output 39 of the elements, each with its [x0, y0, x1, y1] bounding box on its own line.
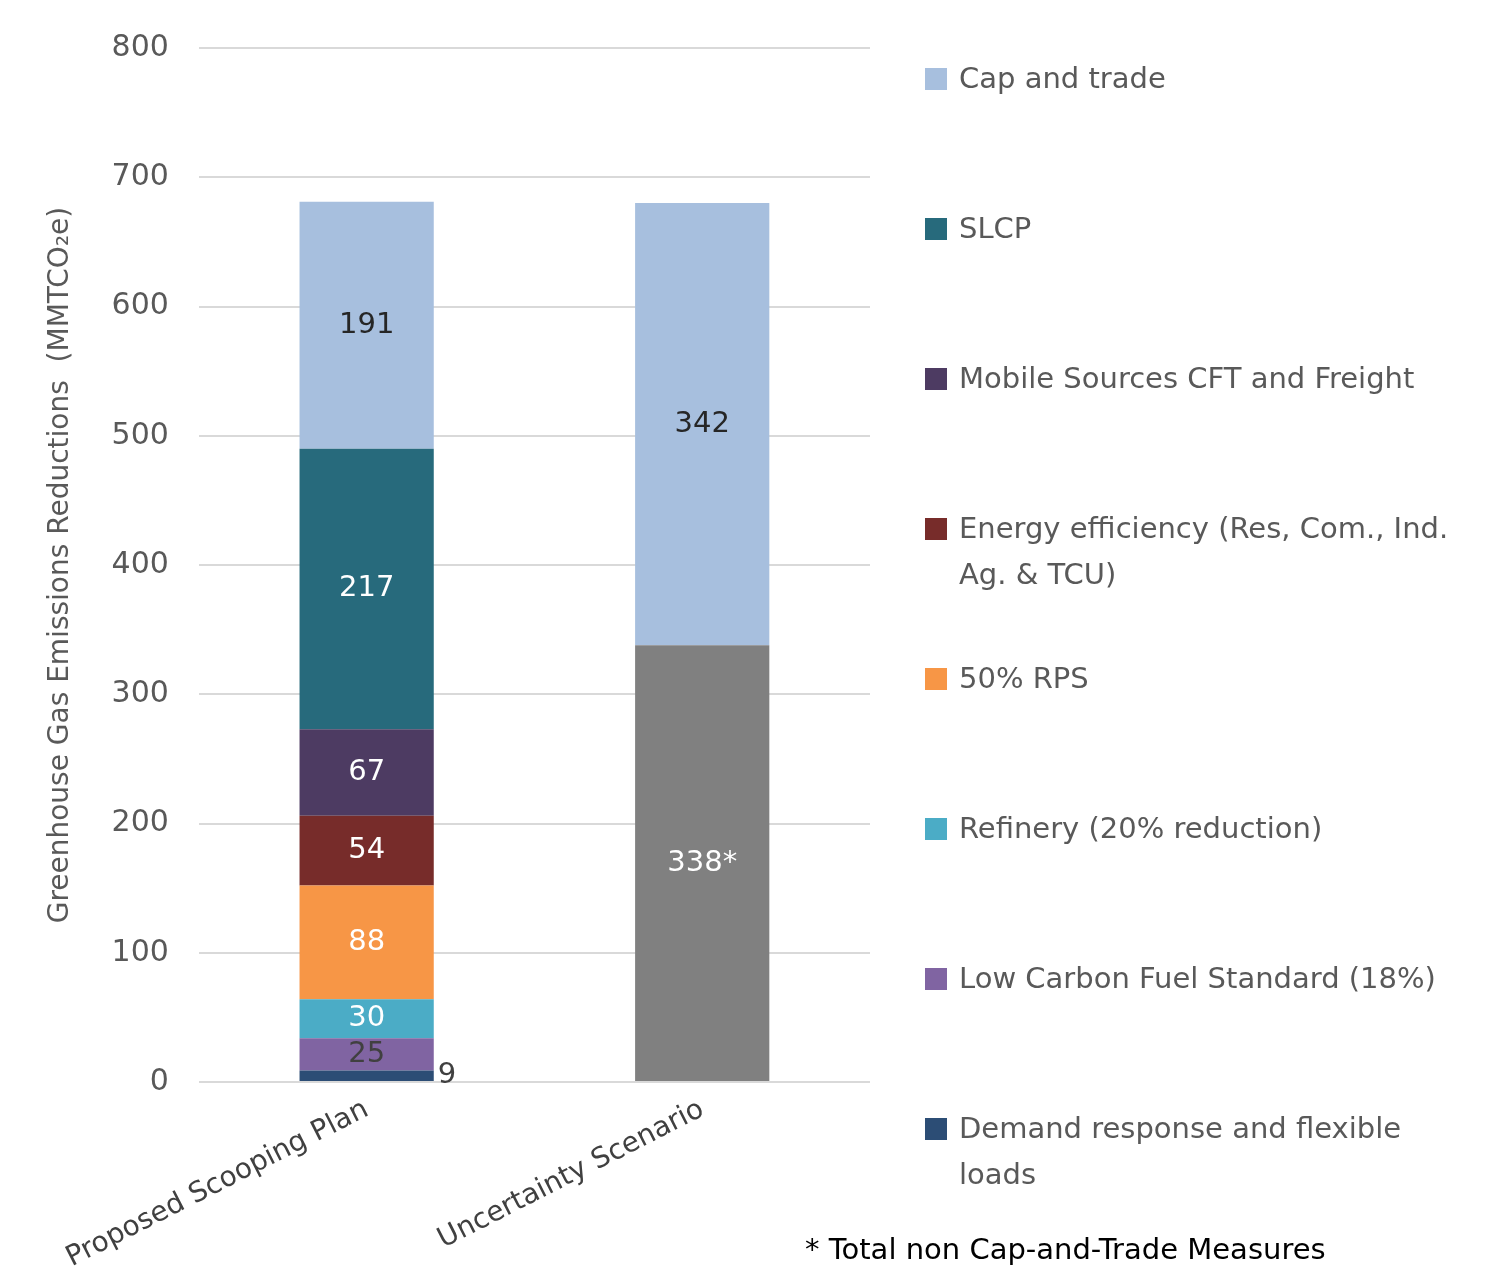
bar — [299, 999, 434, 1039]
legend-label: 50% RPS — [959, 660, 1089, 697]
data-label: 338* — [667, 843, 738, 878]
bar — [299, 815, 434, 886]
y-tick-label: 200 — [111, 803, 169, 839]
y-tick-label: 800 — [111, 27, 169, 63]
bar — [299, 1070, 434, 1082]
bar — [299, 885, 434, 1000]
data-label: 342 — [674, 404, 730, 439]
y-tick-label: 100 — [111, 932, 169, 968]
y-tick-label: 600 — [111, 286, 169, 322]
data-label: 217 — [338, 569, 395, 604]
data-label: 54 — [348, 831, 386, 866]
legend-label: Mobile Sources CFT and Freight — [959, 360, 1415, 397]
legend-label: Low Carbon Fuel Standard (18%) — [959, 960, 1436, 997]
legend-label: Energy efficiency (Res, Com., Ind. Ag. & TCU) — [959, 510, 1450, 593]
data-label: 25 — [348, 1034, 386, 1069]
bar — [299, 729, 434, 816]
y-tick-label: 300 — [111, 674, 169, 710]
y-tick-label: 0 — [149, 1061, 169, 1097]
bar — [635, 645, 770, 1082]
y-tick-label: 700 — [111, 157, 169, 193]
data-label: 9 — [437, 1056, 457, 1091]
legend-label: SLCP — [959, 210, 1032, 247]
legend-label: Demand response and flexible loads — [959, 1110, 1403, 1193]
bar — [299, 201, 434, 449]
data-label: 30 — [348, 999, 386, 1034]
bar — [299, 448, 434, 730]
data-label: 191 — [338, 305, 395, 340]
legend-label: Cap and trade — [959, 60, 1166, 97]
data-label: 88 — [348, 923, 386, 958]
y-tick-label: 500 — [111, 415, 169, 451]
y-axis-title: Greenhouse Gas Emissions Reductions (MMTCO₂e) — [42, 206, 76, 924]
bar — [635, 203, 770, 646]
y-tick-label: 400 — [111, 544, 169, 580]
legend-label: Refinery (20% reduction) — [959, 810, 1323, 847]
text: * Total non Cap-and-Trade Measures — [805, 1232, 1326, 1266]
data-label: 67 — [348, 753, 386, 788]
bar — [299, 1038, 434, 1071]
